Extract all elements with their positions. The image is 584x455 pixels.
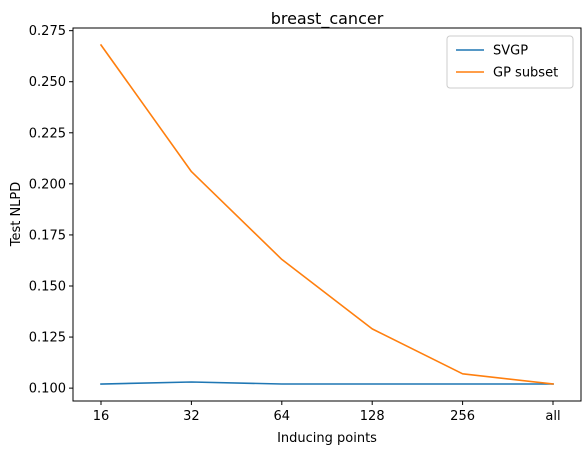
y-tick-label: 0.150 bbox=[29, 279, 66, 294]
legend: SVGP GP subset bbox=[446, 35, 574, 89]
x-axis-label: Inducing points bbox=[277, 431, 377, 446]
x-tick-label: 128 bbox=[360, 409, 385, 424]
x-tick-label: 32 bbox=[183, 409, 200, 424]
series-line-gp-subset bbox=[99, 43, 554, 385]
y-tick-label: 0.250 bbox=[29, 75, 66, 90]
y-tick-label: 0.200 bbox=[29, 177, 66, 192]
legend-label-svgp: SVGP bbox=[493, 44, 528, 59]
legend-label-gp-subset: GP subset bbox=[493, 66, 558, 81]
series-line-svgp bbox=[100, 381, 554, 385]
x-tick-label: 256 bbox=[450, 409, 475, 424]
chart-title: breast_cancer bbox=[271, 9, 384, 29]
legend-box bbox=[446, 35, 574, 89]
y-tick-label: 0.275 bbox=[29, 24, 66, 39]
plot-frame bbox=[72, 27, 582, 402]
y-tick-label: 0.125 bbox=[29, 331, 66, 346]
x-tick-label: 64 bbox=[274, 409, 291, 424]
y-tick-label: 0.100 bbox=[29, 382, 66, 397]
y-tick-label: 0.175 bbox=[29, 228, 66, 243]
axis-ticks: 16 32 64 128 256 all 0.100 0.125 0.150 0.175 0.200… bbox=[29, 24, 561, 424]
y-axis-label: Test NLPD bbox=[9, 182, 24, 248]
plot-area bbox=[99, 43, 554, 385]
x-tick-label: 16 bbox=[93, 409, 110, 424]
x-tick-label: all bbox=[545, 409, 560, 424]
y-tick-label: 0.225 bbox=[29, 126, 66, 141]
